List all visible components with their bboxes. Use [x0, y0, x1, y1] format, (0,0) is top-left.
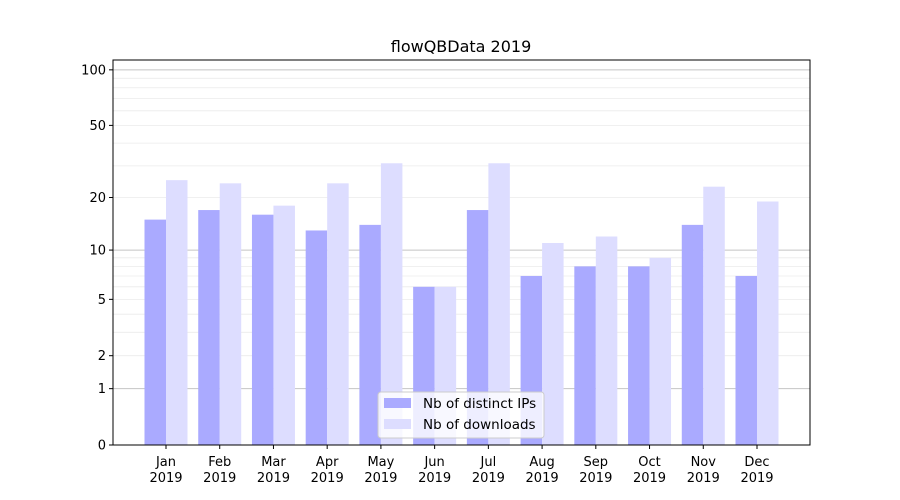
- legend: Nb of distinct IPs Nb of downloads: [377, 391, 545, 439]
- y-axis: 0 1 2 5 10 20 50 100: [81, 63, 113, 454]
- bar-downloads: [542, 243, 564, 445]
- y-tick-label: 5: [98, 293, 106, 308]
- bar-downloads: [166, 180, 188, 445]
- bar-distinct-ips: [251, 214, 274, 445]
- legend-swatch: [384, 398, 411, 408]
- x-tick-label: Feb 2019: [203, 455, 236, 486]
- bar-downloads: [488, 163, 510, 445]
- bar-distinct-ips: [359, 224, 381, 445]
- y-tick-label: 20: [89, 191, 106, 206]
- bar-distinct-ips: [144, 219, 166, 445]
- y-tick-label: 2: [98, 349, 106, 364]
- bar-distinct-ips: [681, 224, 704, 445]
- bar-downloads: [649, 257, 672, 445]
- bar-downloads: [595, 236, 618, 445]
- bar-downloads: [273, 205, 295, 445]
- x-tick-label: Jan 2019: [149, 455, 182, 486]
- legend-swatch: [384, 419, 411, 429]
- y-tick-label: 10: [89, 244, 106, 259]
- x-tick-label: Nov 2019: [687, 455, 720, 486]
- x-tick-label: Mar 2019: [257, 455, 290, 486]
- bars: [144, 163, 779, 446]
- x-tick-label: Jul 2019: [472, 455, 505, 486]
- x-tick-label: Sep 2019: [579, 455, 612, 486]
- plot-frame: [112, 59, 811, 446]
- x-tick-label: Apr 2019: [311, 455, 344, 486]
- y-tick-label: 1: [98, 382, 106, 397]
- bar-downloads: [703, 186, 725, 446]
- y-tick-label: 0: [98, 439, 106, 454]
- bar-downloads: [219, 183, 242, 445]
- bar-downloads: [327, 183, 349, 445]
- chart-title: flowQBData 2019: [391, 37, 532, 56]
- y-tick-label: 50: [89, 119, 106, 134]
- bar-distinct-ips: [305, 230, 328, 445]
- bar-downloads: [757, 201, 779, 445]
- x-tick-label: Oct 2019: [633, 455, 666, 486]
- bar-downloads: [380, 163, 403, 445]
- bar-distinct-ips: [574, 266, 596, 445]
- x-tick-label: Aug 2019: [526, 455, 559, 486]
- legend-box: [377, 391, 545, 439]
- bar-distinct-ips: [466, 210, 489, 445]
- y-tick-label: 100: [81, 63, 106, 78]
- x-tick-label: Jun 2019: [418, 455, 451, 486]
- bar-distinct-ips: [735, 275, 757, 445]
- legend-label: Nb of downloads: [423, 417, 536, 433]
- x-axis: Jan 2019 Feb 2019 Mar 2019 Apr 2019 May 2019 Jun 20…: [149, 445, 774, 486]
- bar-distinct-ips: [628, 266, 650, 445]
- x-tick-label: Dec 2019: [740, 455, 773, 486]
- x-tick-label: May 2019: [364, 455, 397, 486]
- bar-distinct-ips: [198, 210, 220, 445]
- legend-label: Nb of distinct IPs: [423, 396, 536, 412]
